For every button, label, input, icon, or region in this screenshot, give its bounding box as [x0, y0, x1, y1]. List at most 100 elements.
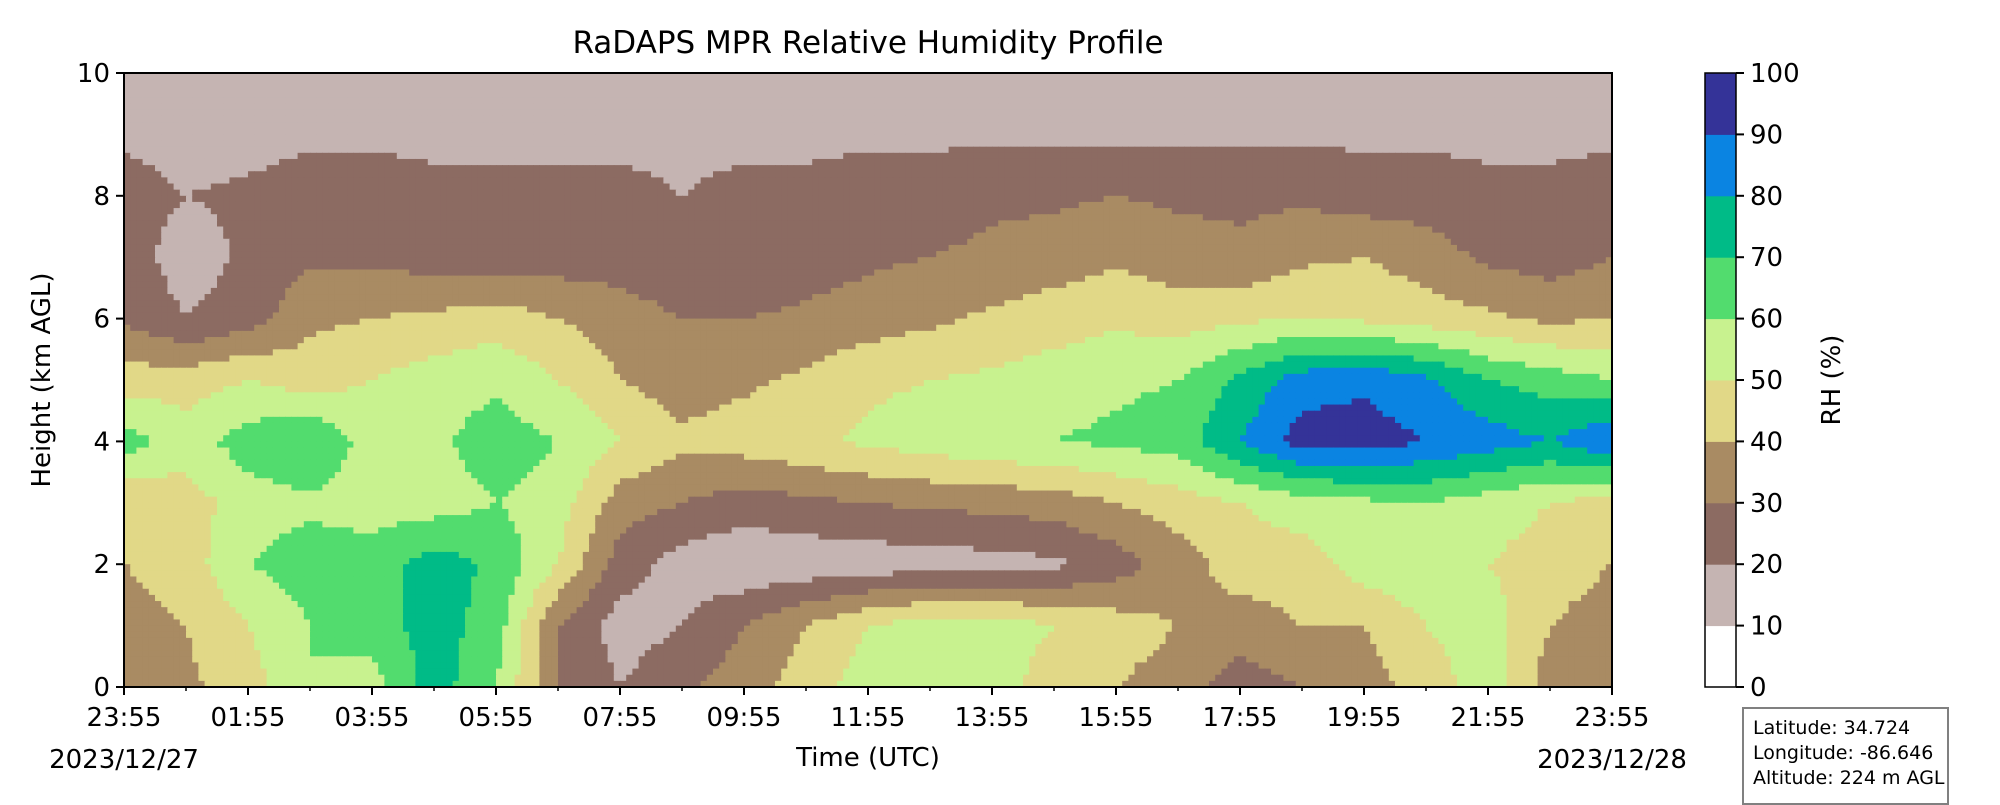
rh-cell [1023, 85, 1030, 93]
rh-cell [1271, 85, 1278, 93]
rh-cell [985, 158, 993, 166]
rh-cell [1060, 171, 1067, 178]
rh-cell [1401, 91, 1408, 99]
rh-cell [297, 91, 305, 99]
rh-cell [279, 122, 286, 129]
rh-cell [1023, 177, 1030, 185]
rh-cell [1283, 97, 1291, 105]
rh-cell [260, 171, 268, 178]
rh-cell [1295, 134, 1303, 142]
rh-cell [657, 128, 664, 135]
rh-cell [217, 189, 224, 197]
rh-cell [880, 91, 888, 99]
rh-cell [1463, 146, 1470, 154]
rh-cell [961, 140, 968, 148]
rh-cell [570, 183, 578, 191]
rh-cell [688, 85, 695, 93]
rh-cell [403, 115, 410, 123]
rh-cell [328, 103, 336, 111]
rh-cell [124, 97, 131, 105]
rh-cell [694, 103, 702, 111]
rh-cell [136, 103, 144, 111]
rh-cell [378, 134, 385, 142]
rh-cell [483, 79, 491, 86]
rh-cell [589, 177, 596, 185]
rh-cell [1097, 177, 1105, 185]
rh-cell [682, 103, 689, 111]
rh-cell [874, 171, 881, 178]
rh-cell [1599, 79, 1607, 86]
rh-cell [1401, 115, 1408, 123]
rh-cell [1147, 97, 1154, 105]
rh-cell [892, 195, 900, 203]
rh-cell [1550, 79, 1557, 86]
rh-cell [148, 183, 156, 191]
rh-cell [1432, 177, 1439, 185]
rh-cell [644, 171, 652, 178]
rh-cell [266, 85, 274, 93]
rh-cell [843, 97, 850, 105]
rh-cell [1128, 189, 1136, 197]
rh-cell [359, 134, 367, 142]
rh-cell [874, 183, 881, 191]
rh-cell [1066, 91, 1074, 99]
rh-cell [161, 109, 168, 117]
rh-cell [545, 85, 553, 93]
rh-cell [533, 79, 540, 86]
rh-cell [1494, 134, 1501, 142]
rh-cell [1370, 128, 1377, 135]
rh-cell [1202, 128, 1210, 135]
rh-cell [1116, 103, 1123, 111]
rh-cell [403, 140, 410, 148]
rh-cell [700, 79, 708, 86]
rh-cell [1264, 165, 1272, 172]
rh-cell [1326, 165, 1334, 172]
rh-cell [545, 195, 553, 203]
rh-cell [1159, 103, 1167, 111]
rh-cell [1302, 195, 1309, 203]
rh-cell [1147, 91, 1154, 99]
rh-cell [279, 177, 286, 185]
rh-cell [1475, 103, 1483, 111]
rh-cell [1171, 134, 1179, 142]
rh-cell [291, 103, 299, 111]
rh-cell [880, 189, 888, 197]
rh-cell [1407, 128, 1415, 135]
rh-cell [917, 183, 925, 191]
rh-cell [675, 146, 683, 154]
rh-cell [1035, 152, 1043, 160]
rh-cell [1140, 146, 1148, 154]
rh-cell [1271, 122, 1278, 129]
rh-cell [1153, 134, 1160, 142]
rh-cell [1016, 189, 1024, 197]
rh-cell [316, 165, 323, 172]
rh-cell [322, 97, 330, 105]
rh-cell [1085, 73, 1092, 80]
rh-cell [886, 103, 894, 111]
rh-cell [1333, 152, 1340, 160]
rh-cell [365, 122, 373, 129]
rh-cell [465, 128, 472, 135]
rh-cell [725, 97, 733, 105]
rh-cell [378, 189, 385, 197]
rh-cell [1543, 91, 1551, 99]
rh-cell [353, 91, 361, 99]
rh-cell [570, 134, 578, 142]
rh-cell [403, 97, 410, 105]
rh-cell [1041, 158, 1049, 166]
rh-cell [1326, 134, 1334, 142]
rh-cell [266, 91, 274, 99]
rh-cell [694, 189, 702, 197]
rh-cell [1054, 140, 1061, 148]
rh-cell [886, 115, 894, 123]
rh-cell [1407, 79, 1415, 86]
rh-cell [1605, 134, 1612, 142]
rh-cell [1153, 195, 1160, 203]
rh-cell [1395, 103, 1402, 111]
rh-cell [942, 109, 950, 117]
rh-cell [421, 97, 429, 105]
rh-cell [551, 103, 559, 111]
rh-cell [297, 79, 305, 86]
rh-cell [1233, 158, 1241, 166]
rh-cell [1574, 189, 1582, 197]
